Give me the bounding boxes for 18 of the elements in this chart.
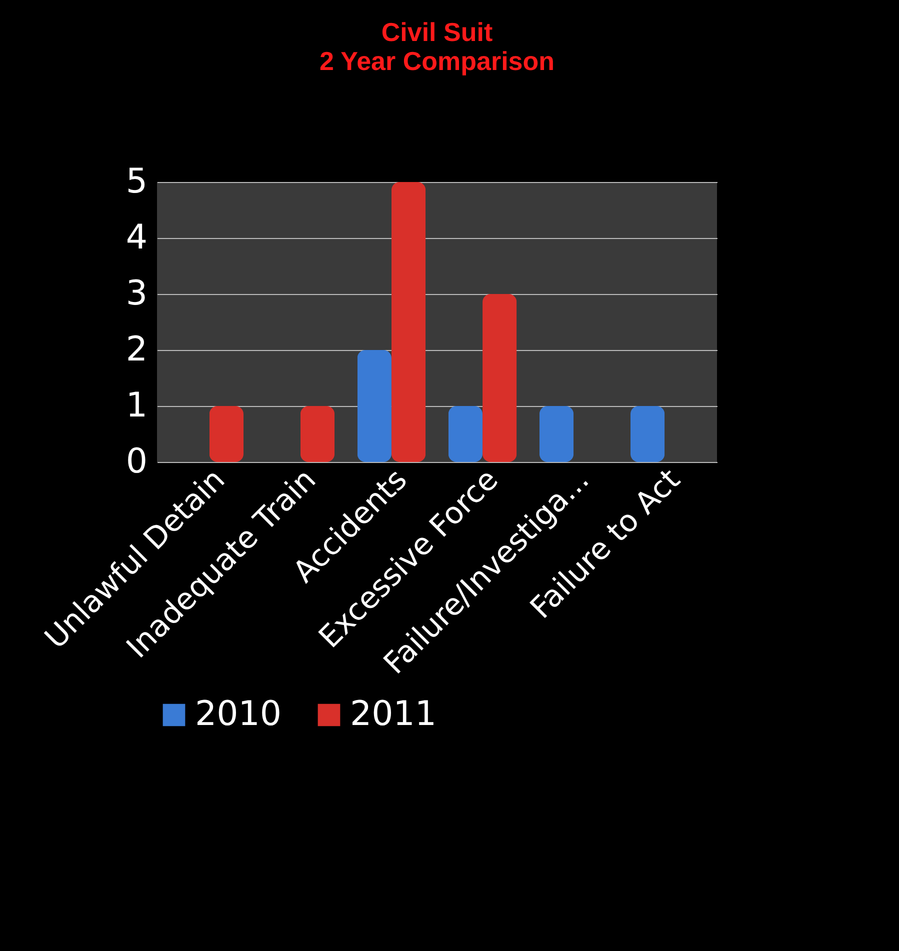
y-tick-label: 1 — [126, 386, 148, 426]
legend-label: 2011 — [350, 694, 437, 734]
bar — [539, 406, 574, 462]
legend-label: 2010 — [195, 694, 282, 734]
bar — [448, 406, 483, 462]
y-tick-label: 2 — [126, 330, 148, 370]
chart-subtitle: 2 Year Comparison — [319, 46, 555, 76]
bar — [300, 406, 335, 462]
chart-title: Civil Suit — [381, 17, 493, 47]
bar — [630, 406, 665, 462]
bar — [357, 350, 392, 462]
y-tick-label: 5 — [126, 162, 148, 202]
bar — [482, 294, 517, 462]
bar — [209, 406, 244, 462]
y-tick-label: 4 — [126, 218, 148, 258]
bar — [391, 182, 426, 462]
y-tick-label: 3 — [126, 274, 148, 314]
y-tick-label: 0 — [126, 442, 148, 482]
